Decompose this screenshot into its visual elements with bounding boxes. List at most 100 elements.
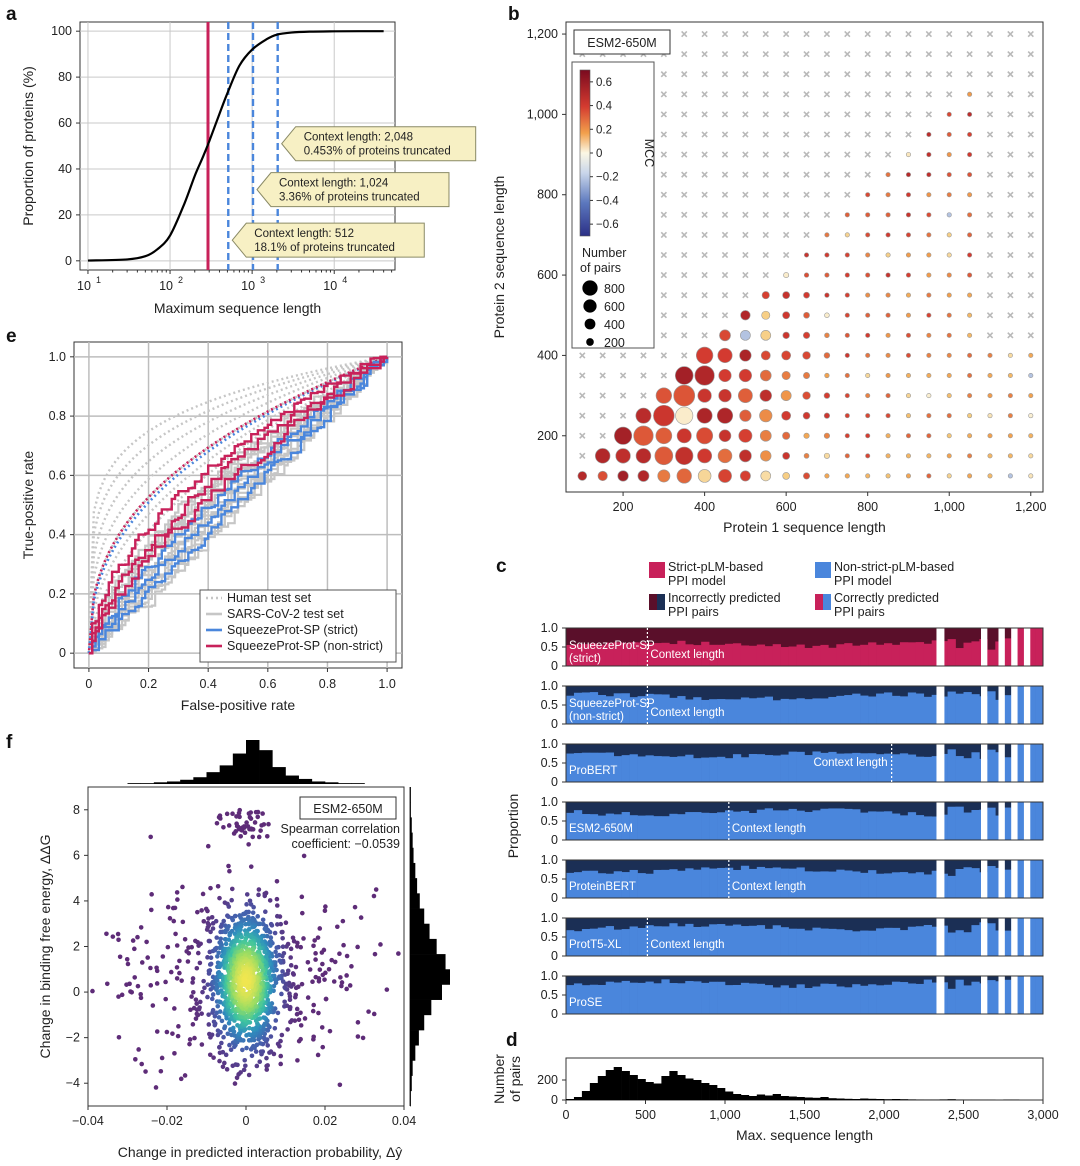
panel-f-point [229,886,235,892]
panel-c-correct-bar [796,810,805,840]
panel-d-ylabel-1: Number [491,1054,507,1104]
panel-c-correct-bar [677,983,686,1014]
panel-f-point [190,980,195,985]
panel-c-correct-bar [717,756,726,782]
panel-c-correct-bar [923,756,932,782]
panel-c-correct-bar [701,757,710,782]
panel-c-correct-bar [1003,979,1012,1014]
panel-b-bubble [759,369,772,382]
panel-f-point [329,957,335,963]
panel-d-bar [581,1091,591,1100]
panel-b-empty-cross [742,251,749,259]
panel-c-correct-bar [573,810,583,840]
panel-b-bubble [967,312,973,318]
panel-f-point [201,978,206,984]
panel-f-right-hist-bar [410,954,446,970]
panel-c-correct-bar [1003,807,1012,840]
panel-a-xtick-exponent: 2 [178,275,183,285]
panel-f-point [255,814,261,820]
panel-b-empty-cross [619,372,627,379]
panel-f-point [230,811,235,816]
panel-b-empty-cross [721,111,729,118]
panel-c-correct-bar [581,752,591,782]
panel-b-empty-cross [823,191,831,198]
panel-c-row-name-1: ESM2-650M [569,823,633,835]
panel-c-correct-bar [788,751,797,782]
panel-c-gap [1011,860,1018,898]
panel-f-point [248,816,254,821]
panel-b-bubble [718,368,732,383]
panel-c-correct-bar [756,925,766,956]
panel-c-correct-bar [884,873,893,898]
panel-f-point [255,914,261,919]
panel-f-point [163,979,168,985]
panel-c-correct-bar [828,696,837,724]
panel-f-point [315,1052,321,1058]
panel-f-point [307,967,313,972]
panel-c-correct-bar [868,642,877,666]
panel-b-empty-cross [742,50,749,58]
panel-d-bar [573,1097,583,1100]
panel-b-empty-cross [782,191,790,198]
panel-f-point [274,953,280,959]
panel-c-correct-bar [836,808,845,840]
panel-f-point [217,1058,222,1064]
panel-f-point [194,965,200,971]
panel-b-bubble [905,152,911,158]
panel-b-empty-cross [966,30,973,38]
panel-f-point [278,1061,283,1067]
panel-c-correct-bar [566,812,575,840]
panel-c-ytick-label: 0 [551,659,558,673]
panel-c-correct-bar [860,695,869,724]
panel-c-correct-bar [637,642,646,666]
panel-c-correct-bar [725,758,734,782]
panel-c-correct-bar [629,642,638,666]
panel-c-ytick-label: 1.0 [541,853,558,867]
panel-b-empty-cross [660,312,668,319]
panel-c-correct-bar [756,644,766,666]
panel-b-ytick-label: 800 [537,188,558,202]
panel-f-point [339,980,345,985]
panel-b-empty-cross [701,231,708,239]
panel-d-bar [613,1067,622,1100]
panel-b-bubble [865,453,871,459]
panel-f-point [275,1010,281,1016]
panel-b-bubble [946,131,952,137]
panel-b-bubble [905,272,911,278]
panel-f-point [243,991,249,997]
panel-c-correct-bar [804,871,813,898]
panel-b-empty-cross [579,412,586,419]
panel-b-empty-cross [966,71,973,78]
panel-f-point [293,964,299,970]
panel-c-correct-bar [693,758,702,782]
panel-c-correct-bar [899,815,909,840]
panel-b-bubble [967,433,973,439]
panel-f-point [211,1055,216,1060]
panel-c-correct-bar [1027,686,1036,724]
panel-c-correct-bar [589,692,599,724]
panel-b-empty-cross [1027,312,1034,319]
panel-d-bar [891,1099,901,1100]
panel-c-gap [1023,802,1031,840]
panel-f-point [153,1085,159,1090]
panel-f-point [205,908,210,914]
panel-d-xtick-label: 1,500 [789,1108,820,1122]
panel-f-point [159,1055,165,1061]
panel-b-empty-cross [681,50,688,58]
panel-c-correct-bar [605,926,614,956]
panel-c-correct-bar [1027,744,1036,782]
panel-c-correct-bar [701,867,710,898]
panel-c-correct-bar [1027,628,1036,666]
panel-f-title-box [299,796,397,820]
panel-b-size-legend-marker [582,280,598,296]
panel-b-empty-cross [701,251,708,259]
panel-b-bubble [946,332,952,338]
panel-f-point [296,1017,302,1023]
panel-f-point [200,891,206,897]
panel-f-point [208,955,214,961]
panel-b-bubble [967,332,973,338]
panel-b-empty-cross [844,171,851,178]
panel-b-colorbar-title: MCC [642,139,656,167]
panel-c-gap [936,628,945,666]
